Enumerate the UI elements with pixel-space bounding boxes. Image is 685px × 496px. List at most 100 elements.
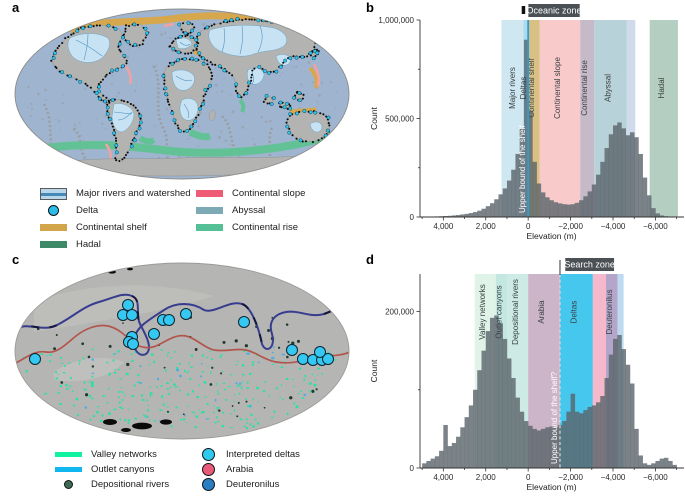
rivers-watershed-swatch [40,187,67,200]
coast-dot [174,37,177,40]
valley-network-speckle [194,426,197,428]
coast-dot [292,55,295,58]
outlet-canyon-speckle [281,353,285,356]
valley-network-speckle [221,370,224,373]
valley-network-speckle [204,396,207,398]
delta-marker [67,74,72,79]
coast-dot [247,85,250,88]
ocean-speckle [199,111,202,115]
valley-network-speckle [101,414,104,417]
ocean-speckle [221,90,224,93]
valley-network-speckle [193,412,195,415]
valley-network-speckle [281,384,282,387]
valley-network-speckle [112,359,115,362]
interpreted-delta-marker [297,353,309,365]
histogram-bar [562,421,567,468]
valley-network-speckle [89,418,92,421]
valley-network-speckle [235,364,238,366]
histogram-bar [574,411,580,468]
ocean-speckle [160,33,163,36]
delta-marker [129,144,134,149]
depositional-river-dot [81,342,85,346]
histogram-bar [642,177,648,217]
delta-marker [309,35,314,40]
depositional-river-dot [311,389,315,393]
valley-network-speckle [183,418,186,421]
histogram-bar [617,122,622,217]
histogram-bar [655,213,660,217]
coast-dot [211,63,214,66]
coast-dot [105,73,108,76]
coast-dot [213,23,216,26]
depositional-river-dot [245,400,248,403]
histogram-bar [422,463,427,468]
valley-network-speckle [256,386,259,390]
delta-marker [117,42,122,46]
delta-marker [203,87,208,92]
coast-dot [163,79,166,82]
depositional-river-dot [84,393,89,397]
valley-network-speckle [166,382,169,385]
ocean-speckle [29,114,32,117]
valley-network-speckle [216,407,218,410]
coast-dot [192,49,195,52]
coast-dot [219,22,222,25]
coast-dot [72,32,75,35]
histogram-bar [608,134,614,217]
coast-dot [117,45,120,48]
delta-marker [313,110,318,115]
ocean-speckle [307,61,311,64]
histogram-bar [502,188,508,217]
coast-dot [126,101,129,104]
zone-label: Depositional rivers [511,279,520,345]
depositional-river-dot [277,346,281,349]
histogram-bar [625,135,631,217]
valley-network-speckle [187,405,189,407]
histogram-bar [489,317,495,468]
coast-dot [114,139,118,142]
valley-network-speckle [124,419,126,422]
outlet-canyon-speckle [271,357,275,360]
outlet-canyon-speckle [157,377,159,381]
coast-dot [114,137,118,140]
histogram-bar [443,216,448,217]
delta-marker [97,96,102,101]
valley-network-speckle [192,390,194,393]
ocean-speckle [219,130,222,133]
depositional-river-dot [55,333,58,337]
coast-dot [236,92,239,95]
valley-network-speckle [149,394,152,397]
ocean-speckle [329,81,333,84]
delta-marker [145,31,149,36]
valley-network-speckle [57,392,60,394]
valley-network-speckle [117,368,120,371]
delta-marker [171,46,176,51]
legend-item-label: Deuteronilus [226,479,280,490]
x-tick-label: 4,000 [433,473,454,482]
coast-dot [122,100,126,103]
legend-item: Outlet canyons [55,462,195,477]
valley-network-speckle [252,398,254,401]
coast-dot [144,36,147,39]
histogram-bar [506,358,512,468]
coast-dot [327,122,330,125]
histogram-bar [498,323,503,468]
histogram-bar [468,213,474,217]
valley-network-speckle [131,395,135,398]
valley-network-speckle [180,418,182,421]
delta-marker [285,101,289,106]
coast-dot [138,112,141,115]
valley-network-speckle [147,409,149,412]
coast-dot [295,137,298,140]
coast-dot [184,52,187,55]
delta-marker [197,51,202,56]
valley-network-speckle [107,387,110,390]
interpreted-delta-marker [163,314,175,326]
coast-dot [319,112,322,115]
coast-dot [308,35,311,38]
ocean-speckle [27,106,29,108]
ocean-speckle [126,55,129,59]
valley-network-speckle [198,409,200,411]
coast-dot [136,23,139,26]
legend-item: Major rivers and watershed [40,185,196,202]
